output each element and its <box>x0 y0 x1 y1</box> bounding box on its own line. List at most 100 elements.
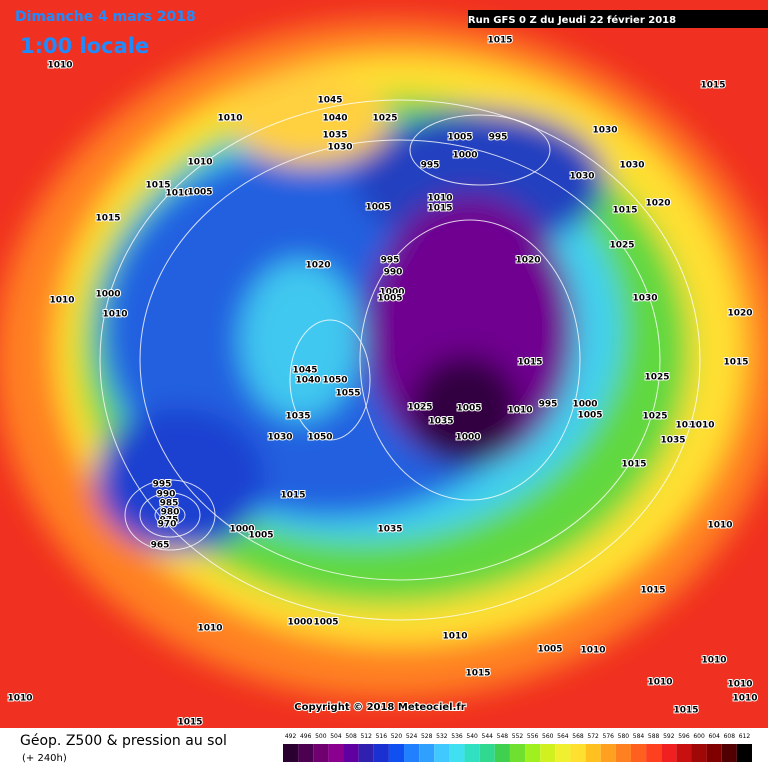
pressure-label: 1010 <box>427 194 452 204</box>
pressure-label: 1035 <box>377 525 402 535</box>
pressure-label: 1035 <box>428 417 453 427</box>
pressure-label: 1015 <box>621 460 646 470</box>
pressure-label: 1035 <box>285 412 310 422</box>
scale-swatch <box>449 744 465 762</box>
scale-label: 520 <box>391 733 403 740</box>
scale-label: 608 <box>724 733 736 740</box>
pressure-label: 1015 <box>145 181 170 191</box>
pressure-label: 1020 <box>727 309 752 319</box>
scale-label: 592 <box>663 733 675 740</box>
scale-swatch <box>525 744 541 762</box>
pressure-label: 1010 <box>580 646 605 656</box>
scale-label: 508 <box>345 733 357 740</box>
pressure-label: 995 <box>153 480 172 490</box>
pressure-label: 1015 <box>465 669 490 679</box>
pressure-label: 1005 <box>365 203 390 213</box>
scale-label: 580 <box>618 733 630 740</box>
pressure-label: 1015 <box>427 204 452 214</box>
scale-swatch <box>404 744 420 762</box>
scale-label: 568 <box>572 733 584 740</box>
scale-label: 492 <box>285 733 297 740</box>
pressure-label: 1005 <box>187 188 212 198</box>
scale-swatch <box>555 744 571 762</box>
isobars <box>99 99 701 621</box>
scale-label: 548 <box>497 733 509 740</box>
pressure-label: 1010 <box>217 114 242 124</box>
scale-swatch <box>313 744 329 762</box>
scale-swatch <box>570 744 586 762</box>
pressure-label: 965 <box>151 541 170 551</box>
pressure-label: 1010 <box>165 189 190 199</box>
pressure-label: 1010 <box>707 521 732 531</box>
pressure-label: 1010 <box>49 296 74 306</box>
pressure-label: 1015 <box>723 358 748 368</box>
pressure-label: 1005 <box>577 411 602 421</box>
pressure-label: 1045 <box>292 366 317 376</box>
copyright: Copyright © 2018 Meteociel.fr <box>294 702 465 713</box>
pressure-label: 1025 <box>407 403 432 413</box>
map-date: Dimanche 4 mars 2018 <box>15 9 196 25</box>
scale-label: 500 <box>315 733 327 740</box>
pressure-label: 1010 <box>102 310 127 320</box>
map-background <box>0 0 768 728</box>
scale-label: 532 <box>436 733 448 740</box>
footer-title: Géop. Z500 & pression au sol <box>20 733 227 749</box>
pressure-label: 1000 <box>287 618 312 628</box>
pressure-label: 1010 <box>701 656 726 666</box>
pressure-label: 1005 <box>313 618 338 628</box>
scale-label: 556 <box>527 733 539 740</box>
scale-label: 516 <box>376 733 388 740</box>
scale-label: 512 <box>360 733 372 740</box>
scale-swatch <box>615 744 631 762</box>
pressure-label: 1015 <box>177 718 202 728</box>
pressure-label: 1010 <box>647 678 672 688</box>
pressure-label: 1025 <box>372 114 397 124</box>
pressure-label: 1010 <box>442 632 467 642</box>
scale-swatch <box>358 744 374 762</box>
pressure-label: 1000 <box>95 290 120 300</box>
pressure-label: 995 <box>381 256 400 266</box>
pressure-label: 1000 <box>455 433 480 443</box>
pressure-label: 1030 <box>619 161 644 171</box>
scale-swatch <box>600 744 616 762</box>
scale-swatch <box>630 744 647 762</box>
pressure-label: 1015 <box>95 214 120 224</box>
scale-swatch <box>494 744 510 762</box>
pressure-label: 1010 <box>507 406 532 416</box>
scale-label: 572 <box>587 733 599 740</box>
scale-swatch <box>283 744 299 762</box>
scale-swatch <box>373 744 389 762</box>
pressure-label: 1010 <box>197 624 222 634</box>
scale-label: 612 <box>739 733 751 740</box>
scale-label: 596 <box>678 733 690 740</box>
pressure-label: 1010 <box>7 694 32 704</box>
pressure-label: 1045 <box>317 96 342 106</box>
map-time: 1:00 locale <box>20 34 149 58</box>
scale-swatch <box>434 744 450 762</box>
scale-swatch <box>298 744 314 762</box>
pressure-label: 1010 <box>187 158 212 168</box>
scale-swatch <box>646 744 662 762</box>
pressure-label: 1035 <box>660 436 685 446</box>
pressure-label: 1030 <box>267 433 292 443</box>
scale-swatch <box>736 744 752 762</box>
scale-label: 536 <box>451 733 463 740</box>
pressure-label: 1005 <box>537 645 562 655</box>
scale-label: 564 <box>557 733 569 740</box>
pressure-label: 995 <box>421 161 440 171</box>
scale-swatch <box>706 744 722 762</box>
pressure-label: 1015 <box>673 706 698 716</box>
pressure-label: 1015 <box>487 36 512 46</box>
run-box <box>468 10 768 28</box>
pressure-label: 1035 <box>322 131 347 141</box>
pressure-label: 1030 <box>675 421 700 431</box>
scale-label: 604 <box>708 733 720 740</box>
run-info: Run GFS 0 Z du Jeudi 22 février 2018 <box>468 14 676 26</box>
scale-swatch <box>676 744 692 762</box>
scale-swatch <box>509 744 526 762</box>
pressure-label: 1040 <box>322 114 347 124</box>
pressure-label: 1040 <box>295 376 320 386</box>
pressure-label: 1005 <box>447 133 472 143</box>
